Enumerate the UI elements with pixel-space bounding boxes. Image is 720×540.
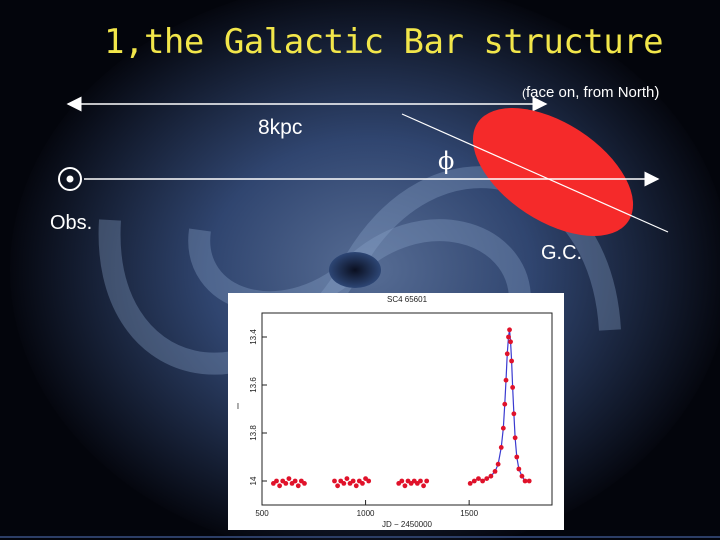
data-point — [522, 478, 528, 484]
data-point — [476, 476, 481, 481]
x-tick-label: 1500 — [460, 509, 478, 518]
data-point — [366, 478, 372, 484]
data-point — [512, 435, 518, 441]
data-point — [335, 483, 341, 489]
observer-label: Obs. — [50, 212, 93, 234]
data-point — [353, 483, 359, 489]
data-point — [286, 476, 292, 481]
data-point — [424, 478, 430, 484]
data-point — [350, 478, 356, 484]
data-point — [341, 481, 347, 486]
data-point — [471, 478, 477, 484]
data-point — [332, 478, 337, 484]
data-point — [492, 469, 498, 474]
data-point — [488, 473, 494, 479]
data-point — [508, 339, 513, 345]
data-point — [511, 411, 517, 417]
view-note: (face on, from North) — [522, 84, 659, 101]
data-point — [504, 351, 510, 357]
data-point — [509, 358, 515, 364]
data-point — [399, 478, 405, 484]
bottom-divider — [0, 536, 720, 538]
view-note-paren: ( — [522, 86, 526, 100]
data-point — [514, 454, 520, 460]
light-curve-chart: SC4 65601 500 1000 1500 13.4 13.6 13.8 14 JD − 2… — [237, 295, 553, 529]
light-curve-panel: SC4 65601 500 1000 1500 13.4 13.6 13.8 14 JD − 2… — [228, 293, 564, 530]
data-point — [283, 481, 289, 486]
data-point — [516, 466, 522, 472]
distance-label: 8kpc — [258, 116, 303, 139]
x-tick-label: 500 — [255, 509, 269, 518]
data-point — [467, 481, 473, 486]
galactic-center-label: G.C. — [541, 242, 583, 264]
data-point — [526, 478, 532, 484]
view-note-text: face on, from North) — [526, 84, 660, 101]
data-point — [484, 476, 490, 481]
bar-major-axis — [401, 113, 669, 233]
data-point — [510, 385, 516, 390]
chart-title: SC4 65601 — [387, 295, 428, 304]
data-point — [495, 461, 501, 467]
data-point — [418, 478, 423, 484]
plot-frame — [261, 312, 553, 506]
data-point — [506, 334, 511, 340]
data-point — [344, 476, 350, 481]
data-point — [274, 478, 279, 484]
x-axis-label: JD − 2450000 — [382, 520, 433, 529]
model-curve — [469, 329, 530, 484]
data-point — [360, 481, 365, 486]
bar-angle-symbol: ϕ — [438, 147, 455, 175]
y-tick-label: 13.8 — [249, 425, 258, 441]
data-point — [292, 478, 298, 484]
data-point — [402, 483, 408, 489]
data-point — [295, 483, 301, 489]
data-point — [421, 483, 426, 489]
sun-symbol-icon — [58, 167, 82, 191]
data-point — [503, 377, 509, 383]
y-tick-label: 13.4 — [249, 329, 258, 345]
y-axis-label: I — [237, 402, 239, 411]
x-tick-label: 1000 — [357, 509, 375, 518]
y-tick-label: 14 — [249, 476, 258, 485]
data-point — [502, 401, 508, 407]
slide-title: 1,the Galactic Bar structure — [104, 22, 664, 62]
data-point — [507, 327, 512, 333]
data-point — [498, 445, 504, 450]
data-point — [500, 425, 506, 431]
y-tick-label: 13.6 — [249, 377, 258, 393]
data-point — [302, 481, 307, 486]
data-point — [519, 473, 525, 479]
data-point — [480, 478, 486, 484]
data-point — [277, 483, 283, 489]
galactic-bar — [472, 108, 634, 236]
